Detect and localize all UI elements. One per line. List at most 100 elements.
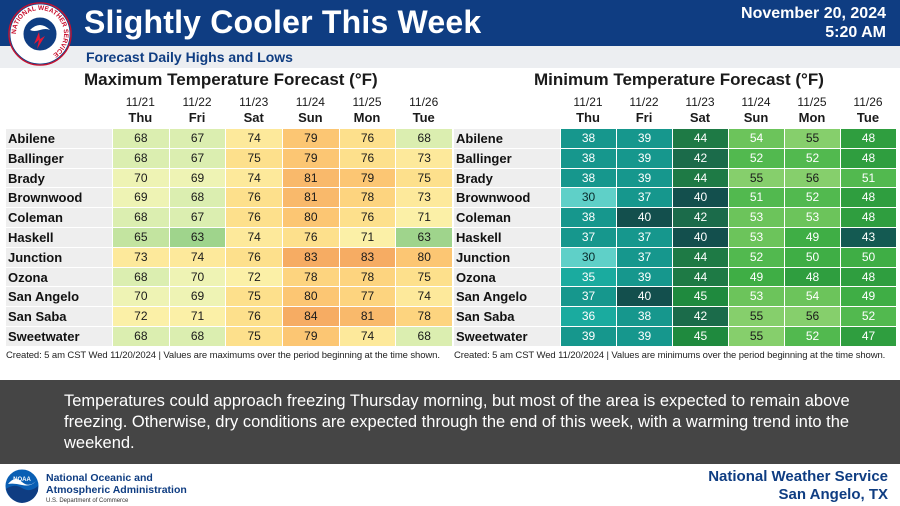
min-temp-table-row: Ballinger 38 39 42 52 52 48 — [454, 148, 896, 169]
min-temp-table-row: San Angelo 37 40 45 53 54 49 — [454, 287, 896, 308]
city-name: Ozona — [6, 267, 112, 287]
max-temp-temp-cell: 67 — [168, 208, 226, 227]
max-temp-temp-cell: 71 — [168, 307, 226, 326]
min-temp-temp-cell: 39 — [616, 267, 672, 287]
max-temp-temp-cell: 78 — [338, 267, 396, 287]
max-temp-temp-cell: 67 — [168, 129, 226, 148]
max-temp-title: Maximum Temperature Forecast (°F) — [84, 70, 378, 89]
city-name: Coleman — [6, 208, 112, 227]
max-temp-temp-cell: 76 — [225, 247, 283, 267]
min-temp-temp-cell: 38 — [560, 129, 616, 148]
max-temp-temp-cell: 70 — [112, 287, 169, 307]
min-temp-temp-cell: 39 — [616, 148, 672, 168]
min-temp-temp-cell: 49 — [728, 267, 784, 287]
min-temp-temp-cell: 39 — [616, 326, 672, 346]
city-name: Junction — [454, 247, 560, 267]
max-temp-temp-cell: 76 — [225, 208, 283, 227]
max-temp-column-header: 11/25 Mon — [339, 92, 396, 129]
max-temp-header-corner — [6, 92, 112, 129]
column-date: 11/25 — [352, 95, 382, 109]
max-temp-footnote: Created: 5 am CST Wed 11/20/2024 | Value… — [6, 349, 440, 361]
issue-time: 5:20 AM — [825, 24, 886, 41]
column-day: Sun — [298, 110, 323, 125]
min-temp-temp-cell: 52 — [728, 148, 784, 168]
min-temp-temp-cell: 38 — [560, 168, 616, 188]
city-name: Coleman — [454, 208, 560, 227]
max-temp-temp-cell: 81 — [338, 307, 396, 326]
min-temp-column-header: 11/26 Tue — [840, 92, 896, 129]
max-temp-temp-cell: 63 — [395, 227, 453, 247]
min-temp-temp-cell: 44 — [672, 168, 728, 188]
max-temp-temp-cell: 81 — [282, 188, 339, 208]
max-temp-temp-cell: 69 — [112, 188, 169, 208]
min-temp-temp-cell: 49 — [840, 287, 896, 307]
max-temp-temp-cell: 75 — [225, 326, 283, 346]
max-temp-temp-cell: 79 — [282, 148, 339, 168]
max-temp-table-row: San Angelo 70 69 75 80 77 74 — [6, 287, 453, 308]
max-temp-temp-cell: 75 — [225, 287, 283, 307]
min-temp-temp-cell: 39 — [616, 129, 672, 148]
min-temp-temp-cell: 53 — [728, 227, 784, 247]
min-temp-table-row: Junction 30 37 44 52 50 50 — [454, 247, 896, 268]
max-temp-temp-cell: 68 — [112, 326, 169, 346]
column-date: 11/22 — [629, 95, 659, 109]
min-temp-temp-cell: 52 — [728, 247, 784, 267]
max-temp-table-row: Haskell 65 63 74 76 71 63 — [6, 227, 453, 248]
city-name: Brownwood — [454, 188, 560, 208]
min-temp-header-corner — [454, 92, 560, 129]
max-temp-temp-cell: 70 — [112, 168, 169, 188]
max-temp-temp-cell: 76 — [225, 188, 283, 208]
max-temp-temp-cell: 80 — [282, 287, 339, 307]
min-temp-temp-cell: 42 — [672, 148, 728, 168]
max-temp-temp-cell: 75 — [225, 148, 283, 168]
column-day: Sat — [689, 110, 711, 125]
min-temp-temp-cell: 40 — [672, 188, 728, 208]
max-temp-temp-cell: 74 — [168, 247, 226, 267]
min-temp-table-row: Haskell 37 37 40 53 49 43 — [454, 227, 896, 248]
min-temp-table-row: Ozona 35 39 44 49 48 48 — [454, 267, 896, 288]
max-temp-temp-cell: 74 — [225, 227, 283, 247]
max-temp-temp-cell: 78 — [282, 267, 339, 287]
min-temp-temp-cell: 44 — [672, 129, 728, 148]
max-temp-temp-cell: 73 — [395, 148, 453, 168]
min-temp-temp-cell: 37 — [616, 247, 672, 267]
city-name: Junction — [6, 247, 112, 267]
max-temp-temp-cell: 76 — [282, 227, 339, 247]
max-temp-column-header: 11/23 Sat — [225, 92, 282, 129]
min-temp-temp-cell: 42 — [672, 208, 728, 227]
max-temp-temp-cell: 70 — [168, 267, 226, 287]
city-name: Brady — [454, 168, 560, 188]
max-temp-temp-cell: 74 — [338, 326, 396, 346]
max-temp-table-row: Sweetwater 68 68 75 79 74 68 — [6, 326, 453, 347]
min-temp-temp-cell: 48 — [840, 148, 896, 168]
column-date: 11/26 — [409, 95, 439, 109]
city-name: Ballinger — [6, 148, 112, 168]
max-temp-table-body: Abilene 68 67 74 79 76 68 Ballinger 68 67 75 79 76 73… — [6, 129, 453, 347]
column-day: Mon — [798, 110, 826, 125]
svg-text:NOAA: NOAA — [13, 477, 31, 483]
max-temp-temp-cell: 76 — [338, 148, 396, 168]
max-temp-temp-cell: 74 — [225, 168, 283, 188]
max-temp-temp-cell: 76 — [338, 208, 396, 227]
column-day: Fri — [635, 110, 653, 125]
min-temp-temp-cell: 48 — [840, 129, 896, 148]
noaa-name-line1: National Oceanic and — [46, 472, 153, 484]
min-temp-table-row: Sweetwater 39 39 45 55 52 47 — [454, 326, 896, 347]
max-temp-temp-cell: 63 — [168, 227, 226, 247]
min-temp-temp-cell: 40 — [616, 287, 672, 307]
min-temp-table-body: Abilene 38 39 44 54 55 48 Ballinger 38 39 42 52 52 48… — [454, 129, 896, 347]
min-temp-temp-cell: 39 — [560, 326, 616, 346]
city-name: San Saba — [6, 307, 112, 326]
max-temp-temp-cell: 83 — [282, 247, 339, 267]
min-temp-temp-cell: 39 — [616, 168, 672, 188]
max-temp-table-row: Abilene 68 67 74 79 76 68 — [6, 129, 453, 149]
min-temp-temp-cell: 55 — [728, 168, 784, 188]
min-temp-column-header: 11/21 Thu — [560, 92, 616, 129]
max-temp-temp-cell: 83 — [338, 247, 396, 267]
column-day: Sat — [243, 110, 264, 125]
office-line2: San Angelo, TX — [778, 486, 888, 503]
column-date: 11/21 — [125, 95, 155, 109]
office-name: National Weather Service San Angelo, TX — [708, 468, 888, 504]
min-temp-temp-cell: 48 — [840, 208, 896, 227]
min-temp-temp-cell: 52 — [784, 326, 840, 346]
